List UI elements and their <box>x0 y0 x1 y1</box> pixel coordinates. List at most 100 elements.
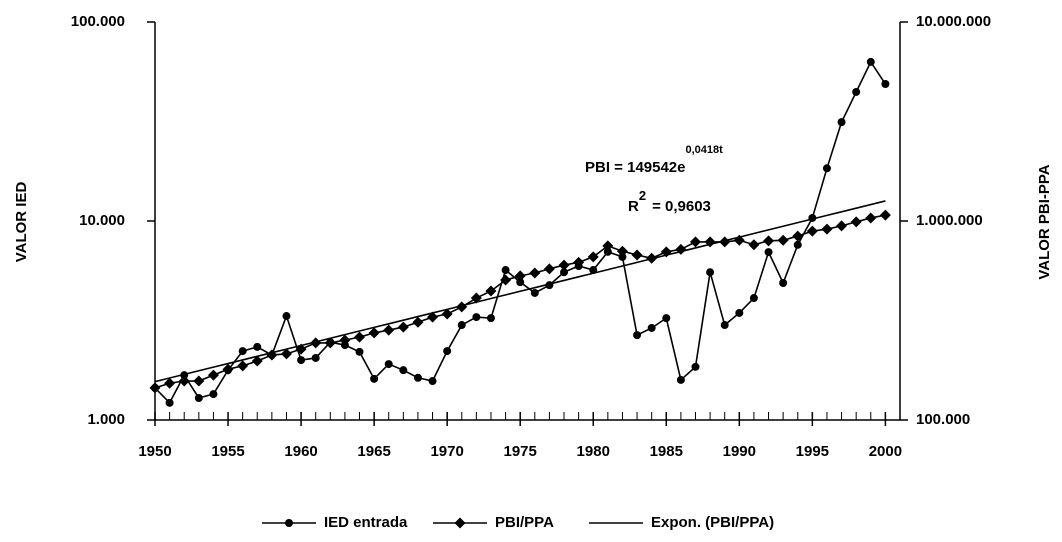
equation: PBI = 149542e <box>585 159 686 176</box>
y2-tick-label: 10.000.000 <box>916 13 991 30</box>
legend-marker <box>454 517 466 529</box>
x-tick-label: 1990 <box>723 443 756 460</box>
x-tick-label: 2000 <box>869 443 902 460</box>
point <box>516 278 525 287</box>
point <box>691 362 700 371</box>
point <box>399 366 408 375</box>
series-line <box>154 60 887 405</box>
y-tick-label: 100.000 <box>71 13 125 30</box>
point <box>456 301 468 313</box>
point <box>879 209 891 221</box>
point <box>164 377 176 389</box>
y-tick-label: 1.000 <box>87 411 125 428</box>
point <box>165 398 174 407</box>
point <box>238 347 247 356</box>
x-tick-label: 1965 <box>357 443 390 460</box>
point <box>763 235 775 247</box>
point <box>514 270 526 282</box>
point <box>719 236 731 248</box>
point <box>310 337 322 349</box>
legend-marker <box>285 519 293 527</box>
point <box>558 259 570 271</box>
point <box>311 353 320 362</box>
point <box>792 230 804 242</box>
point <box>806 225 818 237</box>
point <box>587 251 599 263</box>
legend-label: Expon. (PBI/PPA) <box>651 514 774 531</box>
r2-value: = 0,9603 <box>652 198 711 215</box>
point <box>428 377 437 386</box>
x-tick-label: 1955 <box>211 443 244 460</box>
y2-axis-label: VALOR PBI-PPA <box>1036 164 1053 279</box>
point <box>616 245 628 257</box>
point <box>207 369 219 381</box>
point <box>779 279 788 288</box>
point <box>706 268 715 277</box>
point <box>397 321 409 333</box>
x-tick-label: 1995 <box>796 443 829 460</box>
point <box>486 314 495 323</box>
point <box>370 374 379 383</box>
x-tick-label: 1950 <box>138 443 171 460</box>
point <box>355 347 364 356</box>
point <box>748 239 760 251</box>
point <box>178 375 190 387</box>
r2: R <box>628 198 639 215</box>
point <box>793 240 802 249</box>
point <box>764 248 773 257</box>
point <box>660 246 672 258</box>
annotation: PBI = 149542e0,0418t <box>585 144 723 176</box>
point <box>193 375 205 387</box>
point <box>633 331 642 340</box>
point <box>253 342 262 351</box>
point <box>441 308 453 320</box>
point <box>837 118 846 127</box>
point <box>529 267 541 279</box>
point <box>339 334 351 346</box>
x-tick-label: 1960 <box>284 443 317 460</box>
point <box>485 285 497 297</box>
point <box>297 356 306 365</box>
r2-power: 2 <box>639 188 646 203</box>
point <box>735 308 744 317</box>
y-axis-label: VALOR IED <box>13 182 30 263</box>
point <box>850 216 862 228</box>
point <box>865 212 877 224</box>
equation-exponent: 0,0418t <box>686 144 724 156</box>
point <box>413 373 422 382</box>
point <box>676 375 685 384</box>
point <box>543 263 555 275</box>
point <box>443 347 452 356</box>
point <box>647 323 656 332</box>
point <box>282 312 291 321</box>
point <box>822 164 831 173</box>
point <box>749 294 758 303</box>
point <box>354 331 366 343</box>
point <box>237 360 249 372</box>
point <box>324 337 336 349</box>
point <box>852 87 861 96</box>
point <box>384 360 393 369</box>
point <box>149 382 161 394</box>
x-tick-label: 1985 <box>650 443 683 460</box>
point <box>280 348 292 360</box>
x-tick-label: 1980 <box>577 443 610 460</box>
series-line <box>154 214 886 389</box>
point <box>836 220 848 232</box>
point <box>412 316 424 328</box>
point <box>602 240 614 252</box>
point <box>560 268 569 277</box>
y2-tick-label: 100.000 <box>916 411 970 428</box>
point <box>251 355 263 367</box>
point <box>618 252 627 261</box>
point <box>501 266 510 275</box>
x-tick-label: 1970 <box>430 443 463 460</box>
point <box>194 393 203 402</box>
point <box>720 321 729 330</box>
x-tick-label: 1975 <box>504 443 537 460</box>
point <box>500 274 512 286</box>
point <box>573 256 585 268</box>
legend-label: IED entrada <box>324 514 408 531</box>
legend-label: PBI/PPA <box>495 514 554 531</box>
point <box>530 288 539 297</box>
